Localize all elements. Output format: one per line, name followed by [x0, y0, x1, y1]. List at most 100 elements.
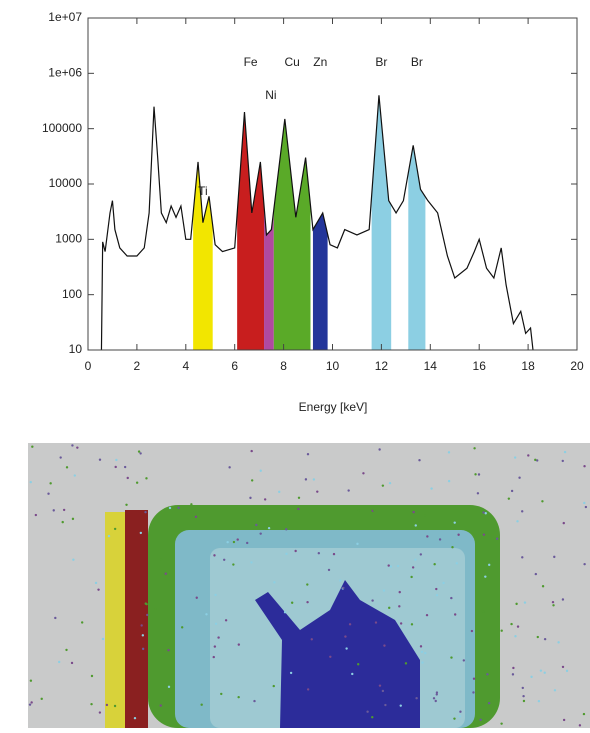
map-dot — [389, 565, 393, 568]
map-dot — [582, 712, 586, 716]
blue-region — [255, 580, 420, 728]
map-dot — [73, 474, 76, 477]
map-dot — [396, 564, 400, 568]
map-dot — [537, 699, 541, 703]
map-dot — [351, 672, 354, 676]
map-dot — [154, 607, 157, 611]
map-dot — [442, 581, 445, 585]
map-dot — [159, 704, 162, 707]
map-dot — [195, 596, 198, 599]
map-dot — [415, 696, 418, 700]
x-tick-label: 10 — [326, 359, 340, 373]
map-dot — [450, 656, 453, 659]
map-dot — [246, 541, 249, 545]
x-axis-label: Energy [keV] — [299, 400, 368, 414]
map-dot — [453, 613, 457, 616]
map-dot — [541, 585, 545, 588]
map-dot — [473, 447, 476, 450]
map-dot — [58, 660, 61, 664]
map-dot — [534, 458, 537, 462]
map-dot — [477, 473, 481, 476]
map-dot — [419, 645, 423, 648]
map-dot — [40, 697, 43, 701]
x-tick-label: 14 — [424, 359, 438, 373]
x-tick-label: 0 — [85, 359, 92, 373]
map-dot — [98, 711, 102, 714]
map-dot — [486, 673, 489, 676]
map-dot — [398, 590, 401, 594]
map-dot — [419, 553, 423, 556]
map-dot — [90, 674, 94, 678]
map-dot — [139, 531, 143, 535]
map-dot — [561, 598, 565, 601]
element-label: Br — [411, 55, 423, 69]
map-dot — [237, 695, 240, 699]
y-tick-label: 1e+06 — [48, 66, 82, 80]
map-dot — [455, 562, 459, 565]
map-dot — [583, 562, 586, 566]
map-dot — [348, 623, 352, 626]
map-dot — [418, 458, 421, 462]
map-dot — [507, 497, 511, 500]
element-label: Fe — [244, 55, 258, 69]
map-dot — [267, 526, 271, 530]
map-dot — [435, 594, 439, 597]
map-dot — [543, 637, 547, 641]
map-dot — [70, 661, 74, 665]
map-dot — [426, 535, 429, 538]
map-dot — [522, 694, 525, 698]
map-dot — [438, 538, 442, 541]
map-dot — [236, 538, 239, 541]
map-dot — [72, 558, 75, 561]
map-dot — [398, 605, 401, 608]
map-dot — [371, 599, 374, 602]
map-dot — [213, 645, 217, 648]
map-dot — [447, 479, 451, 483]
map-dot — [306, 600, 309, 604]
map-dot — [226, 540, 229, 544]
map-dot — [421, 661, 424, 664]
map-dot — [512, 666, 515, 670]
map-dot — [113, 704, 117, 708]
map-dot — [515, 602, 518, 606]
element-region — [264, 205, 274, 350]
map-dot — [168, 506, 172, 510]
map-dot — [272, 684, 275, 688]
map-dot — [536, 459, 539, 462]
map-dot — [534, 572, 538, 576]
map-dot — [551, 600, 555, 604]
map-dot — [180, 626, 184, 629]
map-dot — [521, 556, 524, 559]
map-dot — [205, 613, 208, 616]
map-dot — [317, 552, 321, 555]
map-dot — [167, 685, 171, 689]
map-dot — [387, 564, 390, 567]
map-dot — [458, 715, 462, 718]
element-label: Ni — [265, 88, 276, 102]
map-dot — [514, 635, 517, 638]
map-dot — [425, 613, 429, 617]
map-dot — [28, 703, 32, 706]
map-dot — [484, 512, 487, 515]
map-dot — [388, 481, 392, 485]
map-dot — [59, 456, 62, 459]
map-dot — [123, 465, 127, 469]
x-tick-label: 20 — [570, 359, 584, 373]
map-dot — [430, 487, 433, 490]
element-label: Ti — [198, 184, 208, 198]
map-dot — [94, 581, 98, 585]
map-dot — [476, 492, 480, 495]
x-tick-label: 16 — [473, 359, 487, 373]
y-tick-label: 100000 — [42, 121, 82, 135]
map-dot — [561, 665, 565, 669]
map-dot — [530, 675, 533, 679]
map-dot — [345, 647, 348, 650]
map-dot — [71, 517, 75, 521]
map-dot — [474, 473, 477, 476]
map-dot — [237, 643, 241, 646]
map-dot — [62, 508, 66, 512]
map-dot — [327, 568, 331, 572]
map-dot — [217, 636, 220, 639]
map-dot — [273, 581, 276, 584]
map-dot — [472, 677, 476, 680]
